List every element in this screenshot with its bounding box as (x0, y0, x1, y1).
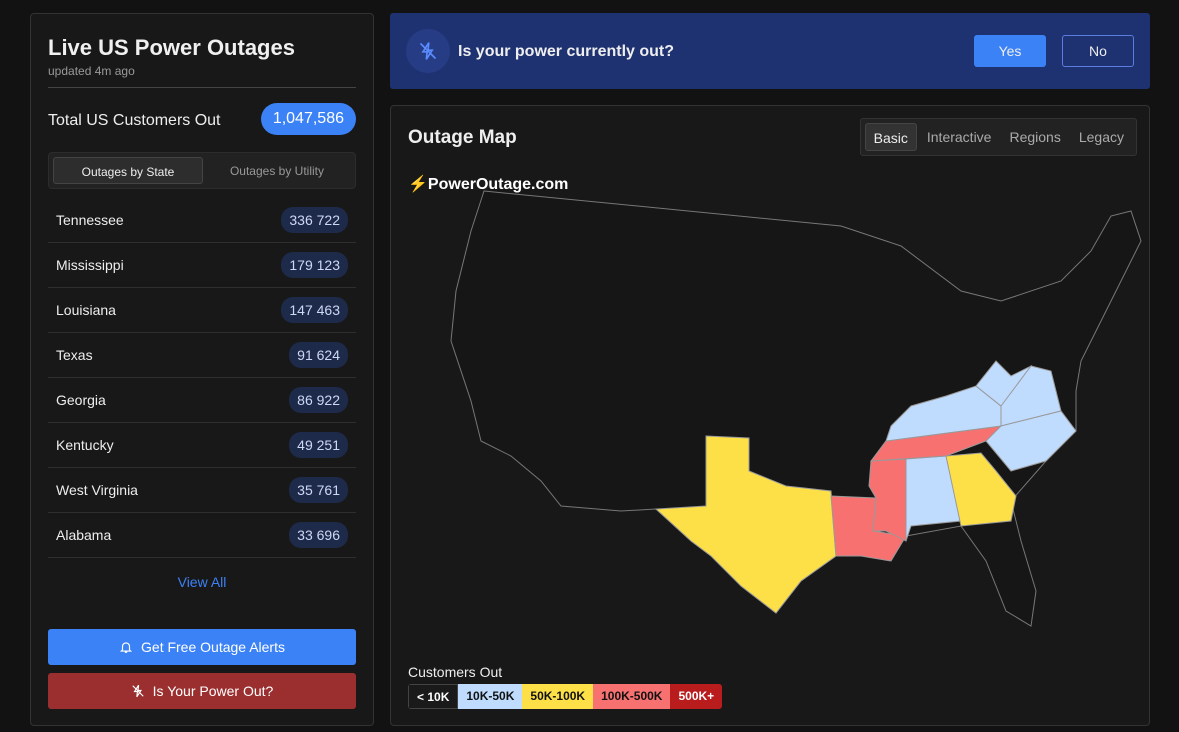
page-title: Live US Power Outages (48, 35, 295, 60)
state-name: Alabama (56, 527, 112, 543)
state-row[interactable]: Alabama 33 696 (48, 513, 356, 558)
tab-basic[interactable]: Basic (864, 123, 917, 151)
state-row[interactable]: Louisiana 147 463 (48, 288, 356, 333)
legend-item: < 10K (408, 684, 459, 709)
state-name: West Virginia (56, 482, 138, 498)
state-count: 336 722 (281, 207, 348, 233)
state-count: 35 761 (289, 477, 348, 503)
power-out-button[interactable]: Is Your Power Out? (48, 673, 356, 709)
total-label: Total US Customers Out (48, 112, 221, 129)
legend-item: 50K-100K (522, 684, 594, 709)
tab-interactive[interactable]: Interactive (926, 129, 992, 145)
state-north-carolina[interactable] (985, 410, 1077, 472)
legend-title: Customers Out (408, 664, 503, 680)
state-count: 86 922 (289, 387, 348, 413)
map-title: Outage Map (408, 127, 517, 148)
state-name: Mississippi (56, 257, 124, 273)
state-count: 179 123 (281, 252, 348, 278)
state-name: Texas (56, 347, 93, 363)
state-name: Tennessee (56, 212, 124, 228)
state-row[interactable]: Mississippi 179 123 (48, 243, 356, 288)
tab-outages-by-utility[interactable]: Outages by Utility (229, 164, 325, 178)
updated-time: updated 4m ago (48, 64, 135, 78)
divider (48, 87, 356, 88)
state-row[interactable]: Tennessee 336 722 (48, 198, 356, 243)
yes-button[interactable]: Yes (974, 35, 1046, 67)
total-badge: 1,047,586 (260, 103, 356, 135)
state-row[interactable]: Texas 91 624 (48, 333, 356, 378)
get-alerts-button[interactable]: Get Free Outage Alerts (48, 629, 356, 665)
tab-regions[interactable]: Regions (1009, 129, 1061, 145)
state-count: 147 463 (281, 297, 348, 323)
legend: < 10K 10K-50K 50K-100K 100K-500K 500K+ (408, 684, 723, 709)
legend-item: 10K-50K (458, 684, 523, 709)
state-texas[interactable] (654, 435, 837, 614)
tab-legacy[interactable]: Legacy (1078, 129, 1124, 145)
state-georgia[interactable] (945, 452, 1017, 527)
state-list: Tennessee 336 722 Mississippi 179 123 Louisi… (48, 198, 356, 558)
sidebar-tabs: Outages by State Outages by Utility (48, 152, 356, 189)
state-row[interactable]: Kentucky 49 251 (48, 423, 356, 468)
power-off-icon (132, 684, 144, 698)
view-all-link[interactable]: View All (177, 574, 227, 590)
state-name: Louisiana (56, 302, 116, 318)
power-out-label: Is Your Power Out? (152, 683, 274, 699)
legend-item: 100K-500K (593, 684, 671, 709)
state-row[interactable]: West Virginia 35 761 (48, 468, 356, 513)
us-map[interactable] (391, 106, 1151, 727)
tab-outages-by-state[interactable]: Outages by State (53, 157, 203, 184)
state-count: 91 624 (289, 342, 348, 368)
power-out-banner: Is your power currently out? Yes No (390, 13, 1150, 89)
power-off-icon (406, 29, 450, 73)
get-alerts-label: Get Free Outage Alerts (141, 639, 285, 655)
lightning-icon: ⚡ (408, 176, 428, 193)
bell-icon (119, 642, 133, 653)
state-name: Georgia (56, 392, 106, 408)
state-count: 33 696 (289, 522, 348, 548)
outage-map-panel: Outage Map Basic Interactive Regions Leg… (390, 105, 1150, 726)
state-row[interactable]: Georgia 86 922 (48, 378, 356, 423)
banner-question: Is your power currently out? (458, 43, 675, 60)
legend-item: 500K+ (670, 684, 723, 709)
no-button[interactable]: No (1062, 35, 1134, 67)
state-virginia[interactable] (1000, 365, 1062, 427)
sidebar: Live US Power Outages updated 4m ago Tot… (30, 13, 374, 726)
state-count: 49 251 (289, 432, 348, 458)
map-tabs: Basic Interactive Regions Legacy (859, 118, 1137, 156)
logo: ⚡PowerOutage.com (408, 176, 569, 193)
state-name: Kentucky (56, 437, 114, 453)
